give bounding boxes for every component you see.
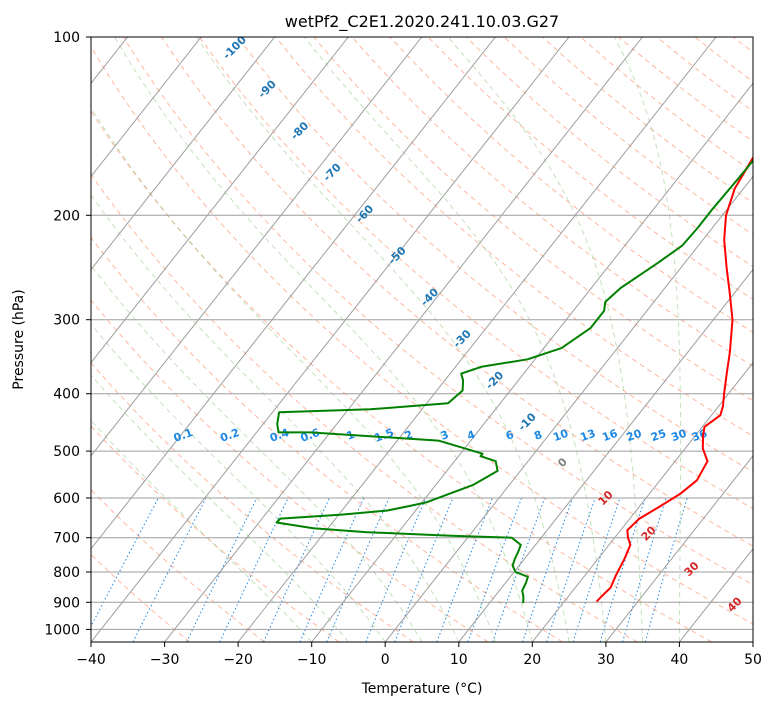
dry-adiabat bbox=[91, 299, 489, 642]
y-tick-label: 200 bbox=[53, 208, 80, 224]
mixing-ratio-label: 16 bbox=[601, 427, 620, 445]
moist-adiabat bbox=[91, 264, 423, 642]
dry-adiabat bbox=[275, 37, 753, 437]
y-tick-label: 100 bbox=[53, 30, 80, 46]
mixing-ratio-line bbox=[186, 497, 258, 642]
isotherm-line bbox=[91, 37, 423, 457]
x-tick-label: 30 bbox=[597, 652, 615, 668]
mixing-ratio-label: 2 bbox=[403, 428, 415, 443]
mixing-ratio-label: 0.1 bbox=[172, 426, 195, 445]
y-tick-label: 400 bbox=[53, 387, 80, 403]
x-tick-label: −40 bbox=[76, 652, 106, 668]
mixing-ratio-label: 20 bbox=[625, 427, 644, 445]
moist-adiabat bbox=[91, 194, 460, 642]
x-tick-label: −30 bbox=[150, 652, 180, 668]
isotherm-line bbox=[384, 175, 753, 642]
dry-adiabat bbox=[91, 45, 753, 625]
x-tick-label: 50 bbox=[744, 652, 762, 668]
dry-adiabat bbox=[199, 37, 753, 510]
moist-adiabat bbox=[91, 323, 386, 642]
x-tick-label: −10 bbox=[297, 652, 327, 668]
y-tick-label: 1000 bbox=[44, 622, 80, 638]
mixing-ratio-line bbox=[492, 497, 546, 642]
dewpoint-profile-line bbox=[275, 159, 753, 604]
dry-adiabat bbox=[91, 425, 340, 642]
x-tick-label: 0 bbox=[381, 652, 390, 668]
axes: −40 −30 −20 −10 0 10 20 30 40 5010020030040050060… bbox=[44, 30, 762, 668]
dry-adiabat bbox=[351, 37, 753, 367]
mixing-ratio-line bbox=[299, 497, 365, 642]
y-tick-label: 300 bbox=[53, 313, 80, 329]
moist-adiabat bbox=[447, 37, 644, 642]
y-tick-label: 800 bbox=[53, 565, 80, 581]
mixing-ratio-line bbox=[644, 497, 688, 642]
background-lines bbox=[91, 37, 753, 642]
mixing-ratio-line bbox=[572, 497, 621, 642]
y-tick-label: 500 bbox=[53, 444, 80, 460]
moist-adiabat bbox=[613, 37, 682, 642]
isotherm-line bbox=[91, 37, 349, 364]
temperature-profile-line bbox=[596, 156, 753, 602]
x-tick-label: −20 bbox=[223, 652, 253, 668]
isotherm-line bbox=[458, 268, 753, 642]
isotherm-line bbox=[237, 37, 717, 642]
isotherm-line bbox=[164, 37, 643, 642]
chart-title: wetPf2_C2E1.2020.241.10.03.G27 bbox=[285, 12, 559, 32]
mixing-ratio-line bbox=[436, 497, 493, 642]
isotherm-line bbox=[91, 37, 276, 271]
dry-adiabat bbox=[91, 173, 638, 642]
isotherm-line bbox=[605, 454, 753, 642]
y-tick-label: 900 bbox=[53, 595, 80, 611]
mixing-ratio-label: 1.5 bbox=[373, 426, 396, 445]
mixing-ratio-label: 10 bbox=[551, 427, 570, 445]
mixing-ratio-line bbox=[467, 497, 523, 642]
x-axis-label: Temperature (°C) bbox=[361, 681, 483, 697]
isotherm-line bbox=[531, 361, 753, 642]
mixing-ratio-line bbox=[219, 497, 289, 642]
mixing-ratio-label: 4 bbox=[465, 428, 477, 443]
x-tick-label: 10 bbox=[450, 652, 468, 668]
isotherm-line bbox=[311, 82, 753, 642]
y-tick-label: 700 bbox=[53, 531, 80, 547]
mixing-ratio-line bbox=[546, 497, 596, 642]
mixing-ratio-line bbox=[394, 497, 454, 642]
dry-adiabat bbox=[91, 236, 563, 642]
dry-adiabat bbox=[91, 489, 265, 642]
y-tick-label: 600 bbox=[53, 491, 80, 507]
mixing-ratio-label: 6 bbox=[504, 428, 516, 443]
isotherm-line bbox=[91, 37, 202, 178]
mixing-ratio-line bbox=[622, 497, 667, 642]
mixing-ratio-label: 3 bbox=[439, 428, 451, 443]
mixing-ratio-label: 25 bbox=[649, 427, 668, 444]
dry-adiabat bbox=[91, 553, 191, 642]
profile-lines bbox=[275, 156, 753, 604]
isotherm-line bbox=[91, 37, 570, 642]
isotherm-line bbox=[91, 37, 496, 550]
mixing-ratio-line bbox=[522, 497, 574, 642]
mixing-ratio-line bbox=[599, 497, 646, 642]
moist-adiabat bbox=[303, 37, 607, 642]
mixing-ratio-line bbox=[365, 497, 427, 642]
dry-adiabat bbox=[389, 37, 753, 334]
mixing-ratio-label: 0.6 bbox=[299, 426, 322, 445]
mixing-ratio-line bbox=[326, 497, 390, 642]
mixing-ratio-label: 13 bbox=[579, 427, 598, 444]
mixing-ratio-label: 0.2 bbox=[218, 426, 241, 445]
x-tick-label: 40 bbox=[670, 652, 688, 668]
mixing-ratio-label: 8 bbox=[532, 428, 544, 443]
mixing-ratio-line bbox=[132, 497, 207, 642]
plot-frame bbox=[90, 36, 754, 643]
moist-adiabat bbox=[91, 107, 497, 642]
mixing-ratio-label: 30 bbox=[670, 427, 689, 445]
x-tick-label: 20 bbox=[523, 652, 541, 668]
y-axis-label: Pressure (hPa) bbox=[11, 289, 27, 389]
moist-adiabat bbox=[91, 374, 349, 642]
mixing-ratio-line bbox=[91, 497, 159, 628]
moist-adiabat bbox=[114, 37, 533, 642]
mixing-ratio-label: 0.4 bbox=[268, 426, 291, 445]
